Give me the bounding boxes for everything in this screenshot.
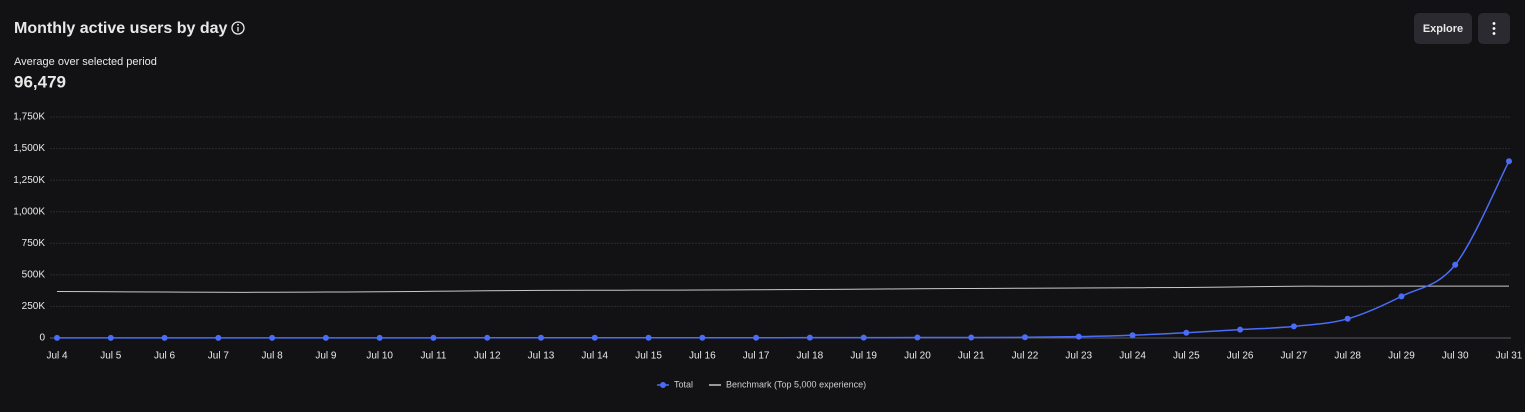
x-tick-label: Jul 24 bbox=[1119, 351, 1146, 362]
x-tick-label: Jul 23 bbox=[1065, 351, 1092, 362]
x-tick-label: Jul 30 bbox=[1442, 351, 1469, 362]
data-point bbox=[1237, 326, 1244, 333]
x-tick-label: Jul 16 bbox=[689, 351, 716, 362]
x-tick-label: Jul 17 bbox=[743, 351, 770, 362]
explore-button[interactable]: Explore bbox=[1414, 13, 1472, 44]
data-point bbox=[322, 334, 329, 341]
data-point bbox=[645, 334, 652, 341]
data-point bbox=[860, 334, 867, 341]
x-tick-label: Jul 10 bbox=[366, 351, 393, 362]
data-point bbox=[1075, 333, 1082, 340]
x-tick-label: Jul 9 bbox=[315, 351, 337, 362]
x-tick-label: Jul 11 bbox=[420, 351, 446, 362]
y-tick-label: 1,250K bbox=[13, 175, 45, 186]
data-point bbox=[1452, 261, 1459, 268]
data-point bbox=[430, 334, 437, 341]
data-point bbox=[1398, 293, 1405, 300]
y-tick-label: 0 bbox=[39, 333, 45, 344]
x-tick-label: Jul 14 bbox=[581, 351, 608, 362]
average-value: 96,479 bbox=[14, 72, 66, 91]
y-tick-label: 1,000K bbox=[13, 206, 45, 217]
x-tick-label: Jul 31 bbox=[1496, 351, 1523, 362]
legend-item[interactable]: Total bbox=[657, 379, 693, 389]
data-point bbox=[1022, 334, 1028, 341]
data-point bbox=[161, 334, 168, 341]
average-label: Average over selected period bbox=[14, 56, 157, 68]
data-point bbox=[269, 334, 276, 341]
data-point bbox=[1183, 329, 1190, 336]
data-point bbox=[1129, 332, 1136, 339]
x-tick-label: Jul 28 bbox=[1334, 351, 1361, 362]
x-tick-label: Jul 21 bbox=[958, 351, 985, 362]
chart-title: Monthly active users by day bbox=[14, 20, 228, 37]
x-tick-label: Jul 6 bbox=[154, 351, 176, 362]
legend-item[interactable]: Benchmark (Top 5,000 experience) bbox=[709, 379, 866, 389]
data-point bbox=[1344, 315, 1351, 322]
data-point bbox=[376, 334, 383, 341]
data-point bbox=[591, 334, 598, 341]
x-tick-label: Jul 27 bbox=[1281, 351, 1308, 362]
more-button[interactable] bbox=[1478, 13, 1510, 44]
x-tick-label: Jul 22 bbox=[1012, 351, 1039, 362]
legend-marker bbox=[660, 382, 666, 388]
data-point bbox=[699, 334, 706, 341]
data-point bbox=[806, 334, 813, 341]
y-tick-label: 1,750K bbox=[13, 112, 45, 123]
y-tick-label: 1,500K bbox=[13, 143, 45, 154]
x-tick-label: Jul 12 bbox=[474, 351, 501, 362]
legend-label: Benchmark (Top 5,000 experience) bbox=[726, 379, 866, 389]
y-tick-label: 250K bbox=[22, 301, 46, 312]
data-point bbox=[484, 334, 491, 341]
data-point bbox=[753, 334, 760, 341]
info-icon[interactable] bbox=[231, 21, 245, 35]
x-tick-label: Jul 26 bbox=[1227, 351, 1254, 362]
series-line bbox=[56, 160, 1510, 339]
data-point bbox=[914, 334, 921, 341]
button-label: Explore bbox=[1423, 23, 1463, 35]
y-tick-label: 500K bbox=[22, 269, 46, 280]
data-point bbox=[54, 334, 60, 341]
x-tick-label: Jul 20 bbox=[904, 351, 931, 362]
data-point bbox=[1290, 323, 1297, 330]
x-tick-label: Jul 18 bbox=[797, 351, 824, 362]
data-point bbox=[107, 334, 114, 341]
data-point bbox=[968, 334, 975, 341]
x-tick-label: Jul 25 bbox=[1173, 351, 1200, 362]
x-tick-label: Jul 15 bbox=[635, 351, 662, 362]
x-tick-label: Jul 13 bbox=[528, 351, 555, 362]
x-tick-label: Jul 8 bbox=[262, 351, 284, 362]
x-tick-label: Jul 4 bbox=[46, 351, 68, 362]
data-point bbox=[538, 334, 544, 341]
x-tick-label: Jul 29 bbox=[1388, 351, 1415, 362]
series-line bbox=[56, 285, 1509, 293]
data-point bbox=[215, 334, 222, 341]
x-tick-label: Jul 19 bbox=[850, 351, 877, 362]
legend-label: Total bbox=[674, 379, 693, 389]
x-tick-label: Jul 5 bbox=[100, 351, 122, 362]
data-point bbox=[1506, 158, 1512, 165]
y-tick-label: 750K bbox=[22, 238, 46, 249]
x-tick-label: Jul 7 bbox=[208, 351, 230, 362]
